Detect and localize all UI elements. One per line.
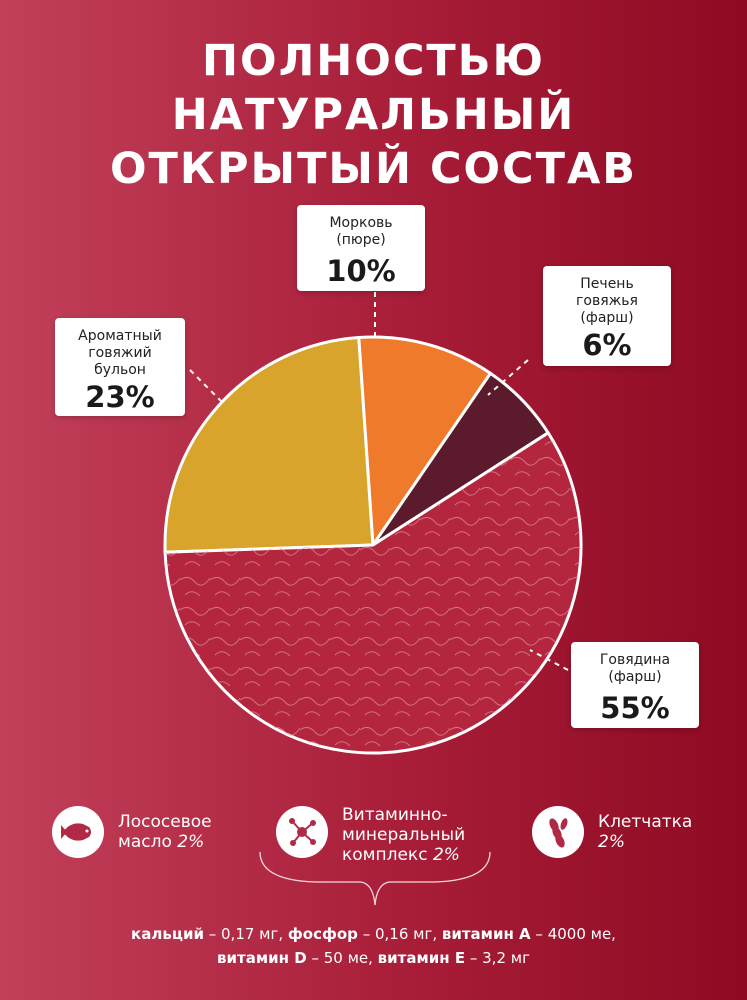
- vitamin-name: витамин D: [217, 949, 307, 967]
- brace-icon: [259, 851, 491, 906]
- label-carrot: Морковь (пюре) 10%: [297, 205, 425, 291]
- vitamin-value: – 4000 ме,: [530, 925, 616, 943]
- label-value: 55%: [600, 691, 670, 725]
- extra-value: 2%: [177, 832, 205, 852]
- title-line: Полностью: [202, 36, 545, 86]
- vitamin-name: фосфор: [287, 925, 358, 943]
- wheat-icon: [532, 806, 584, 858]
- extra-vitamin-complex: Витаминно- минеральный комплекс 2%: [342, 805, 465, 865]
- pie-slice-broth: [163, 335, 375, 554]
- vitamin-value: – 3,2 мг: [465, 949, 530, 967]
- page-title: Полностью натуральный открытый состав: [0, 34, 747, 196]
- label-text: бульон: [94, 362, 146, 378]
- label-value: 10%: [326, 254, 396, 288]
- extra-text: масло: [118, 832, 172, 852]
- label-broth: Ароматный говяжий бульон 23%: [55, 318, 185, 416]
- vitamin-name: витамин A: [441, 925, 531, 943]
- extra-salmon-oil: Лососевое масло 2%: [118, 812, 212, 852]
- label-text: Ароматный: [78, 328, 162, 344]
- molecule-icon: [276, 806, 328, 858]
- label-text: говяжья: [576, 293, 638, 309]
- pie-slice-texture: [165, 432, 581, 754]
- label-text: (пюре): [336, 232, 386, 248]
- extra-value: 2%: [598, 832, 625, 852]
- label-beef: Говядина (фарш) 55%: [571, 642, 699, 728]
- vitamin-value: – 50 ме,: [306, 949, 378, 967]
- leader-line-broth: [189, 369, 223, 403]
- vitamin-value: – 0,17 мг,: [203, 925, 288, 943]
- extra-text: минеральный: [342, 825, 466, 845]
- extra-value: 2%: [432, 845, 460, 865]
- label-text: (фарш): [580, 310, 634, 326]
- label-text: Печень: [580, 276, 634, 292]
- vitamin-value: – 0,16 мг,: [357, 925, 442, 943]
- extra-text: Витаминно-: [342, 805, 448, 825]
- vitamin-name: кальций: [131, 925, 204, 943]
- vitamin-list: кальций – 0,17 мг, фосфор – 0,16 мг, вит…: [0, 922, 747, 970]
- leader-line-beef: [529, 649, 569, 671]
- extra-text: Лососевое: [118, 812, 212, 832]
- extra-text: комплекс: [342, 845, 428, 865]
- extra-text: Клетчатка: [598, 812, 693, 832]
- title-line: открытый состав: [110, 144, 637, 194]
- label-liver: Печень говяжья (фарш) 6%: [543, 266, 671, 366]
- label-text: Говядина: [599, 652, 671, 668]
- label-value: 6%: [582, 328, 632, 362]
- label-text: (фарш): [608, 669, 662, 685]
- label-text: Морковь: [329, 215, 393, 231]
- vitamin-name: витамин E: [377, 949, 466, 967]
- pie-chart: [163, 335, 581, 754]
- extra-fiber: Клетчатка 2%: [598, 812, 692, 852]
- fish-icon: [52, 806, 104, 858]
- title-line: натуральный: [171, 90, 576, 140]
- leader-line-liver: [487, 359, 529, 396]
- label-value: 23%: [85, 380, 155, 414]
- pie-slice-carrot: [357, 335, 493, 550]
- label-text: говяжий: [88, 345, 152, 361]
